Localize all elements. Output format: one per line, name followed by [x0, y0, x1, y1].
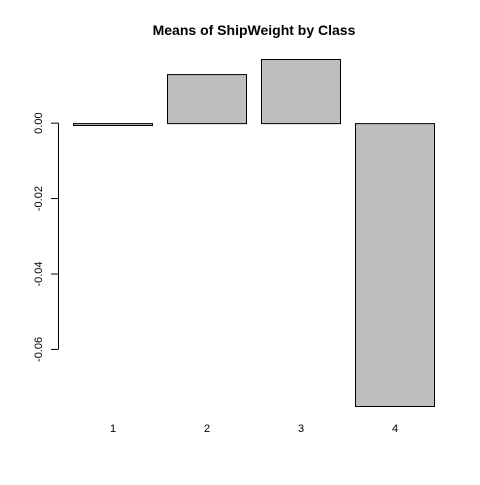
x-tick-label: 2 [204, 423, 210, 435]
x-tick-label: 3 [298, 423, 304, 435]
chart-title: Means of ShipWeight by Class [153, 22, 356, 38]
bar-class-1 [73, 123, 153, 127]
x-tick-label: 4 [392, 423, 398, 435]
bars-layer [73, 59, 435, 407]
bar-class-3 [261, 59, 341, 125]
bar-class-2 [167, 74, 247, 125]
y-tick-label: 0.00 [33, 112, 45, 133]
x-axis-labels: 1 2 3 4 [110, 423, 398, 435]
x-tick-label: 1 [110, 423, 116, 435]
y-tick-label: -0.04 [33, 261, 45, 286]
bar-class-4 [355, 123, 435, 407]
y-axis: 0.00 -0.02 -0.04 -0.06 [33, 112, 59, 362]
y-tick-label: -0.06 [33, 337, 45, 362]
y-tick-label: -0.02 [33, 186, 45, 211]
